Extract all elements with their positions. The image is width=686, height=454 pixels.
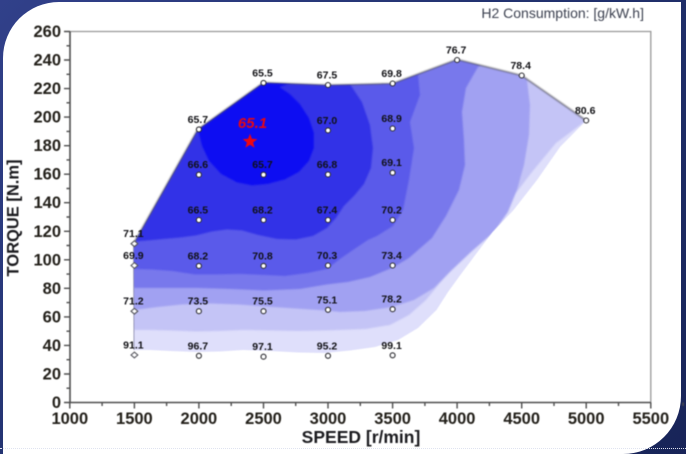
svg-text:68.2: 68.2 <box>252 205 273 217</box>
svg-text:65.5: 65.5 <box>252 67 273 79</box>
svg-text:78.4: 78.4 <box>510 60 531 72</box>
svg-text:66.5: 66.5 <box>188 205 209 217</box>
svg-text:20: 20 <box>43 366 61 384</box>
svg-text:95.2: 95.2 <box>317 340 338 352</box>
svg-text:70.8: 70.8 <box>252 250 273 262</box>
svg-text:1500: 1500 <box>116 410 153 428</box>
svg-text:1000: 1000 <box>51 410 88 428</box>
svg-text:75.5: 75.5 <box>252 296 273 308</box>
svg-text:71.2: 71.2 <box>123 296 144 308</box>
svg-text:200: 200 <box>33 109 61 127</box>
svg-text:3500: 3500 <box>374 410 411 428</box>
svg-text:65.1: 65.1 <box>238 115 267 132</box>
svg-text:5500: 5500 <box>632 410 669 428</box>
svg-text:69.1: 69.1 <box>381 157 402 169</box>
svg-text:180: 180 <box>33 137 61 155</box>
svg-text:67.5: 67.5 <box>317 70 338 82</box>
svg-text:4500: 4500 <box>503 410 540 428</box>
svg-text:69.9: 69.9 <box>123 250 144 262</box>
svg-text:75.1: 75.1 <box>317 294 338 306</box>
svg-text:66.8: 66.8 <box>317 159 338 171</box>
svg-text:TORQUE [N.m]: TORQUE [N.m] <box>5 159 23 276</box>
svg-text:220: 220 <box>33 80 61 98</box>
svg-text:2500: 2500 <box>245 410 282 428</box>
svg-text:140: 140 <box>33 194 61 212</box>
svg-text:2000: 2000 <box>181 410 218 428</box>
svg-text:73.5: 73.5 <box>188 296 209 308</box>
svg-text:68.9: 68.9 <box>381 113 402 125</box>
svg-text:60: 60 <box>43 308 61 326</box>
svg-text:120: 120 <box>33 223 61 241</box>
svg-text:100: 100 <box>33 251 61 269</box>
svg-text:70.2: 70.2 <box>381 205 402 217</box>
svg-text:0: 0 <box>52 394 61 412</box>
svg-text:78.2: 78.2 <box>381 294 402 306</box>
svg-text:4000: 4000 <box>439 410 476 428</box>
svg-text:73.4: 73.4 <box>381 250 402 262</box>
svg-text:96.7: 96.7 <box>188 340 209 352</box>
svg-text:160: 160 <box>33 166 61 184</box>
svg-text:76.7: 76.7 <box>446 45 467 57</box>
svg-text:91.1: 91.1 <box>123 340 144 352</box>
svg-text:240: 240 <box>33 52 61 70</box>
svg-text:67.4: 67.4 <box>317 205 338 217</box>
svg-text:3000: 3000 <box>310 410 347 428</box>
svg-text:67.0: 67.0 <box>317 115 338 127</box>
svg-text:80.6: 80.6 <box>575 105 596 117</box>
svg-text:97.1: 97.1 <box>252 341 273 353</box>
svg-text:80: 80 <box>43 280 61 298</box>
svg-text:260: 260 <box>33 23 61 41</box>
svg-text:H2 Consumption: [g/kW.h]: H2 Consumption: [g/kW.h] <box>481 5 644 21</box>
svg-text:5000: 5000 <box>568 410 605 428</box>
svg-text:99.1: 99.1 <box>381 340 402 352</box>
svg-text:66.6: 66.6 <box>188 159 209 171</box>
svg-text:70.3: 70.3 <box>317 250 338 262</box>
svg-text:65.7: 65.7 <box>188 114 209 126</box>
svg-text:71.1: 71.1 <box>123 228 144 240</box>
svg-text:68.2: 68.2 <box>188 250 209 262</box>
svg-text:65.7: 65.7 <box>252 159 273 171</box>
svg-text:40: 40 <box>43 337 61 355</box>
svg-text:69.8: 69.8 <box>381 68 402 80</box>
svg-text:SPEED [r/min]: SPEED [r/min] <box>302 427 421 447</box>
